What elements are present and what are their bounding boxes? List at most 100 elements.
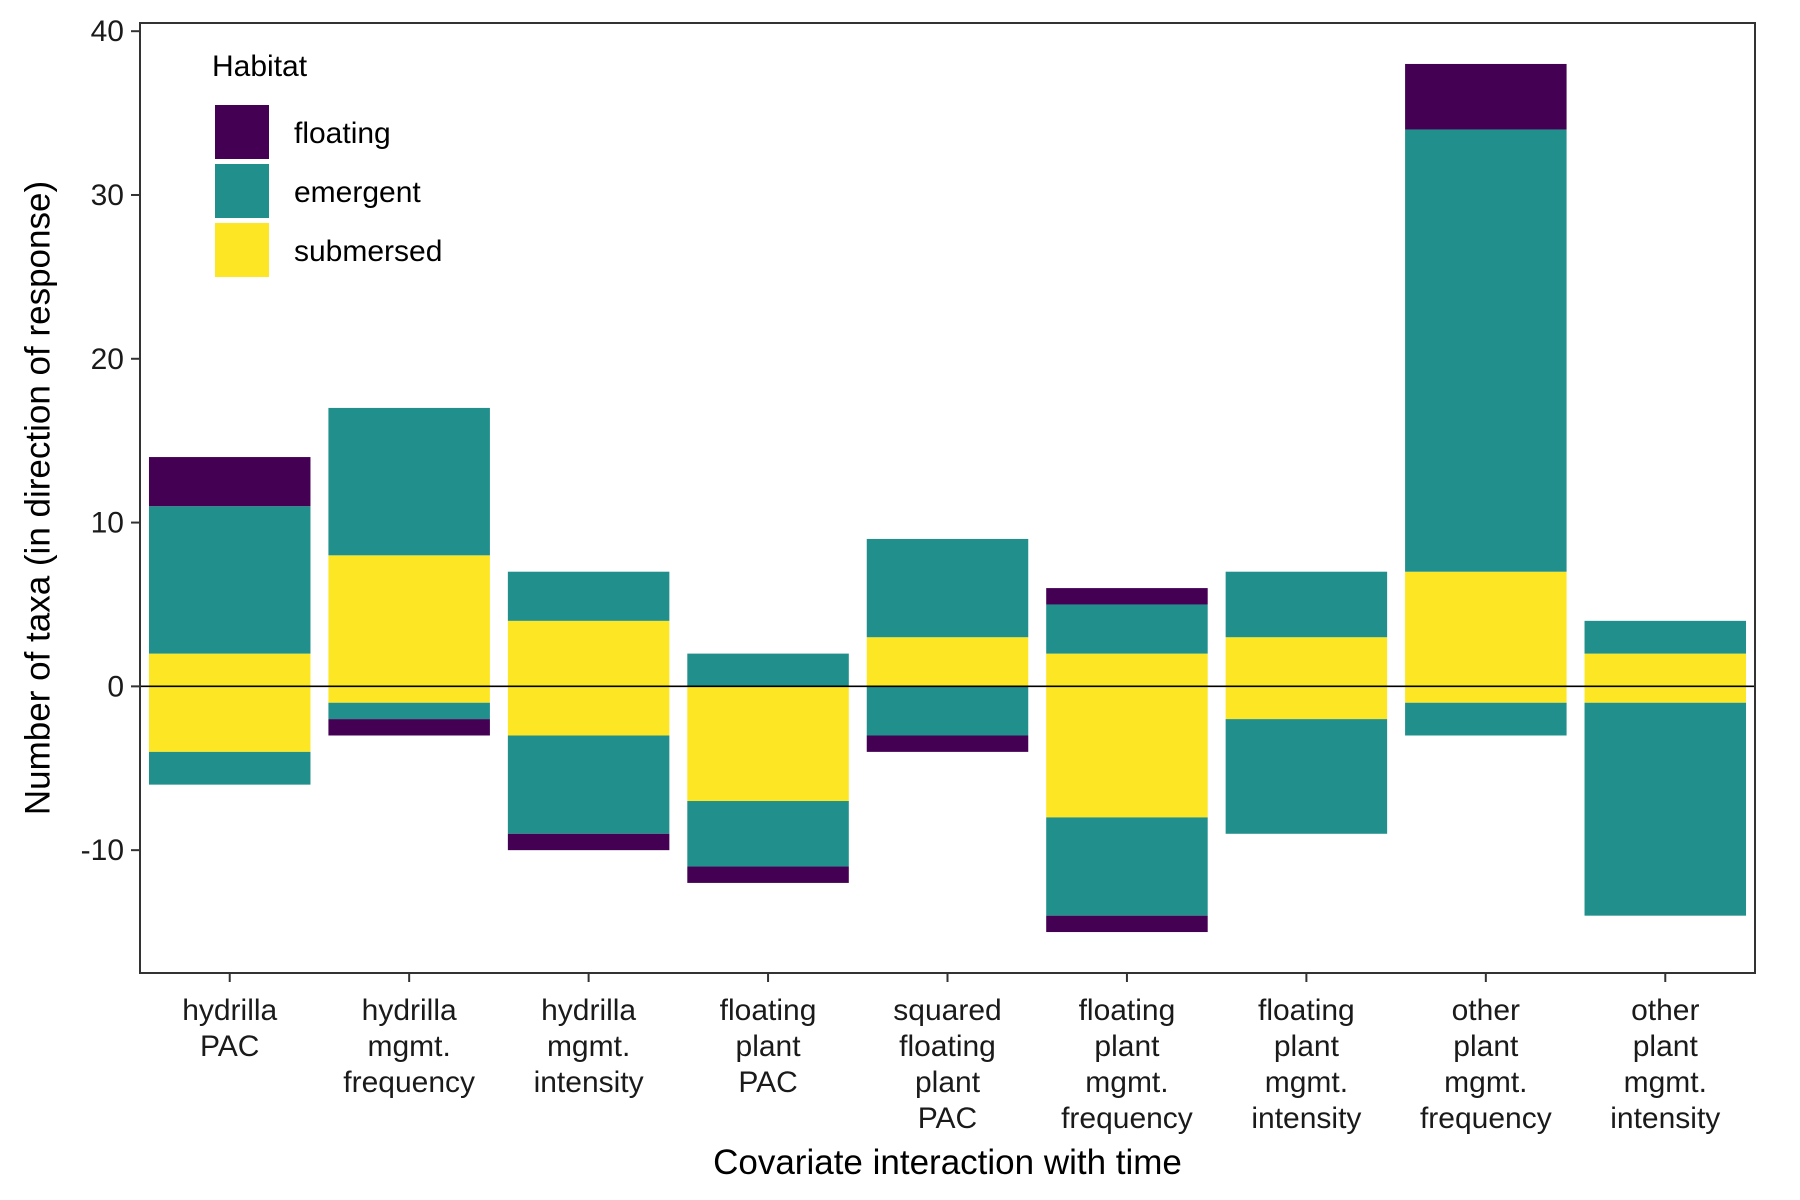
bar-submersed-positive-1 xyxy=(328,555,490,687)
x-tick-label-line: PAC xyxy=(918,1102,977,1135)
x-tick-label-line: mgmt. xyxy=(1624,1066,1707,1099)
y-tick-label: -10 xyxy=(81,834,124,867)
x-tick-label: floating plant PAC xyxy=(720,994,817,1099)
bar-emergent-positive-5 xyxy=(1046,604,1208,654)
x-tick-label-line: intensity xyxy=(1610,1102,1720,1135)
bar-emergent-negative-2 xyxy=(507,735,670,834)
y-tick-label: 0 xyxy=(107,670,124,703)
bar-submersed-negative-2 xyxy=(507,686,670,736)
legend-label-submersed: submersed xyxy=(294,235,442,268)
x-tick-label: other plant mgmt. frequency xyxy=(1420,994,1552,1135)
bar-floating-positive-0 xyxy=(148,457,311,507)
bar-submersed-positive-8 xyxy=(1584,653,1747,687)
bar-emergent-negative-7 xyxy=(1405,702,1567,736)
x-tick-label-line: squared xyxy=(893,994,1001,1027)
legend-swatch-emergent xyxy=(215,164,269,218)
y-tick-label: 20 xyxy=(91,343,124,376)
bar-emergent-positive-6 xyxy=(1225,571,1388,638)
x-tick-label: floating plant mgmt. intensity xyxy=(1251,994,1361,1135)
x-tick-label-line: plant xyxy=(1633,1030,1699,1063)
bar-submersed-negative-5 xyxy=(1046,686,1208,818)
x-tick-label-line: plant xyxy=(736,1030,802,1063)
legend-items: floating emergent submersed xyxy=(215,105,442,277)
bars-layer xyxy=(148,63,1747,933)
x-tick-label-line: hydrilla xyxy=(182,994,277,1027)
x-tick-label-line: other xyxy=(1452,994,1520,1027)
bar-floating-positive-5 xyxy=(1046,588,1208,605)
y-tick-label: 40 xyxy=(91,15,124,48)
bar-emergent-positive-2 xyxy=(507,571,670,621)
legend-swatch-submersed xyxy=(215,223,269,277)
x-tick-label-line: frequency xyxy=(343,1066,475,1099)
bar-floating-negative-1 xyxy=(328,719,490,736)
bar-submersed-positive-7 xyxy=(1405,571,1567,687)
bar-floating-negative-3 xyxy=(687,866,849,883)
bar-floating-positive-7 xyxy=(1405,63,1567,130)
bar-emergent-negative-3 xyxy=(687,801,849,867)
bar-submersed-negative-1 xyxy=(328,686,490,703)
y-tick-label: 10 xyxy=(91,507,124,540)
bar-emergent-negative-5 xyxy=(1046,817,1208,916)
y-tick-label: 30 xyxy=(91,179,124,212)
bar-emergent-positive-0 xyxy=(148,506,311,654)
x-tick-label: hydrilla mgmt. intensity xyxy=(534,994,644,1099)
bar-submersed-positive-4 xyxy=(866,637,1029,687)
bar-emergent-positive-8 xyxy=(1584,620,1747,654)
bar-submersed-positive-5 xyxy=(1046,653,1208,687)
x-tick-label-line: plant xyxy=(1274,1030,1340,1063)
x-tick-label-line: plant xyxy=(1094,1030,1160,1063)
x-tick-label-line: PAC xyxy=(200,1030,259,1063)
x-tick-label-line: floating xyxy=(720,994,817,1027)
bar-emergent-positive-1 xyxy=(328,407,490,556)
legend-label-emergent: emergent xyxy=(294,176,421,209)
legend-title: Habitat xyxy=(212,50,308,83)
x-tick-label-line: intensity xyxy=(1251,1102,1361,1135)
x-tick-label-line: frequency xyxy=(1061,1102,1193,1135)
x-tick-label-line: mgmt. xyxy=(547,1030,630,1063)
y-axis-title: Number of taxa (in direction of response… xyxy=(18,181,57,815)
bar-emergent-positive-3 xyxy=(687,653,849,687)
x-tick-label-line: floating xyxy=(899,1030,996,1063)
x-tick-label-line: hydrilla xyxy=(541,994,636,1027)
x-tick-label: floating plant mgmt. frequency xyxy=(1061,994,1193,1135)
x-tick-label-line: PAC xyxy=(738,1066,797,1099)
x-tick-label-line: mgmt. xyxy=(1085,1066,1168,1099)
x-tick-label-line: other xyxy=(1631,994,1699,1027)
x-tick-label-line: mgmt. xyxy=(1444,1066,1527,1099)
x-tick-label-line: plant xyxy=(915,1066,981,1099)
legend-swatch-floating xyxy=(215,105,269,159)
x-tick-label-line: mgmt. xyxy=(367,1030,450,1063)
x-tick-label: hydrilla mgmt. frequency xyxy=(343,994,475,1099)
bar-floating-negative-4 xyxy=(866,735,1029,752)
x-axis-title: Covariate interaction with time xyxy=(713,1143,1182,1182)
legend: Habitat floating emergent submersed xyxy=(212,50,442,277)
bar-submersed-positive-0 xyxy=(148,653,311,687)
bar-submersed-negative-6 xyxy=(1225,686,1388,720)
x-tick-label-line: plant xyxy=(1453,1030,1519,1063)
x-tick-label-line: hydrilla xyxy=(362,994,457,1027)
x-tick-label: other plant mgmt. intensity xyxy=(1610,994,1720,1135)
bar-emergent-positive-7 xyxy=(1405,129,1567,572)
bar-submersed-negative-3 xyxy=(687,686,849,802)
bar-emergent-negative-6 xyxy=(1225,719,1388,834)
x-tick-label-line: frequency xyxy=(1420,1102,1552,1135)
bar-submersed-positive-2 xyxy=(507,620,670,687)
bar-floating-negative-5 xyxy=(1046,915,1208,933)
bar-floating-negative-2 xyxy=(507,833,670,851)
bar-submersed-negative-0 xyxy=(148,686,311,752)
x-tick-label: squared floating plant PAC xyxy=(893,994,1001,1135)
bar-submersed-negative-8 xyxy=(1584,686,1747,703)
bar-emergent-negative-4 xyxy=(866,686,1029,736)
x-tick-label-line: intensity xyxy=(534,1066,644,1099)
x-tick-label-line: floating xyxy=(1258,994,1355,1027)
x-tick-label-line: floating xyxy=(1079,994,1176,1027)
bar-emergent-negative-1 xyxy=(328,702,490,720)
y-axis: -10 0 10 20 30 40 xyxy=(81,15,140,867)
bar-emergent-negative-8 xyxy=(1584,702,1747,916)
x-tick-label: hydrilla PAC xyxy=(182,994,277,1063)
x-tick-label-line: mgmt. xyxy=(1265,1066,1348,1099)
bar-submersed-negative-7 xyxy=(1405,686,1567,703)
bar-emergent-positive-4 xyxy=(866,538,1029,638)
